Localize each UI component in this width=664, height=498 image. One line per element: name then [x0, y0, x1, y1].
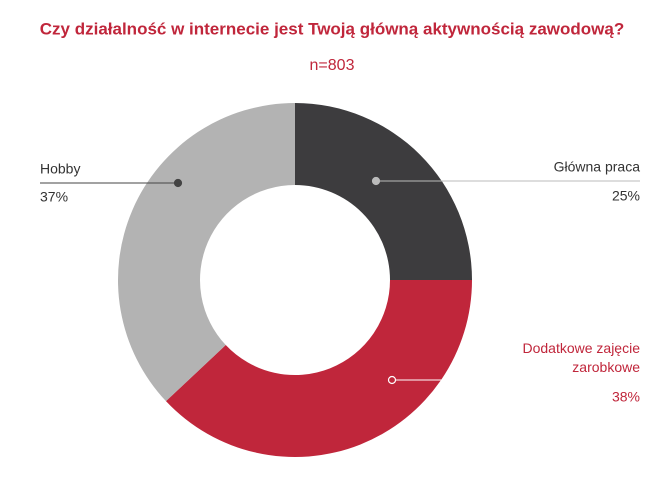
leader-dot: [173, 178, 183, 188]
category-label: Główna praca: [554, 159, 641, 175]
donut-segment: [295, 103, 472, 280]
category-label: Dodatkowe zajęcie zarobkowe: [522, 340, 640, 375]
leader-dot: [371, 176, 381, 186]
value-label: 25%: [612, 188, 640, 204]
value-label: 38%: [612, 389, 640, 405]
category-label: Hobby: [40, 161, 80, 177]
chart-subtitle: n=803: [310, 57, 355, 74]
donut-segment: [117, 102, 296, 402]
label-box: Dodatkowe zajęcie zarobkowe: [522, 340, 640, 375]
chart-title: Czy działalność w internecie jest Twoją …: [40, 19, 624, 38]
leader-dot: [387, 375, 397, 385]
value-label: 37%: [40, 189, 68, 205]
donut-segment: [165, 280, 473, 458]
